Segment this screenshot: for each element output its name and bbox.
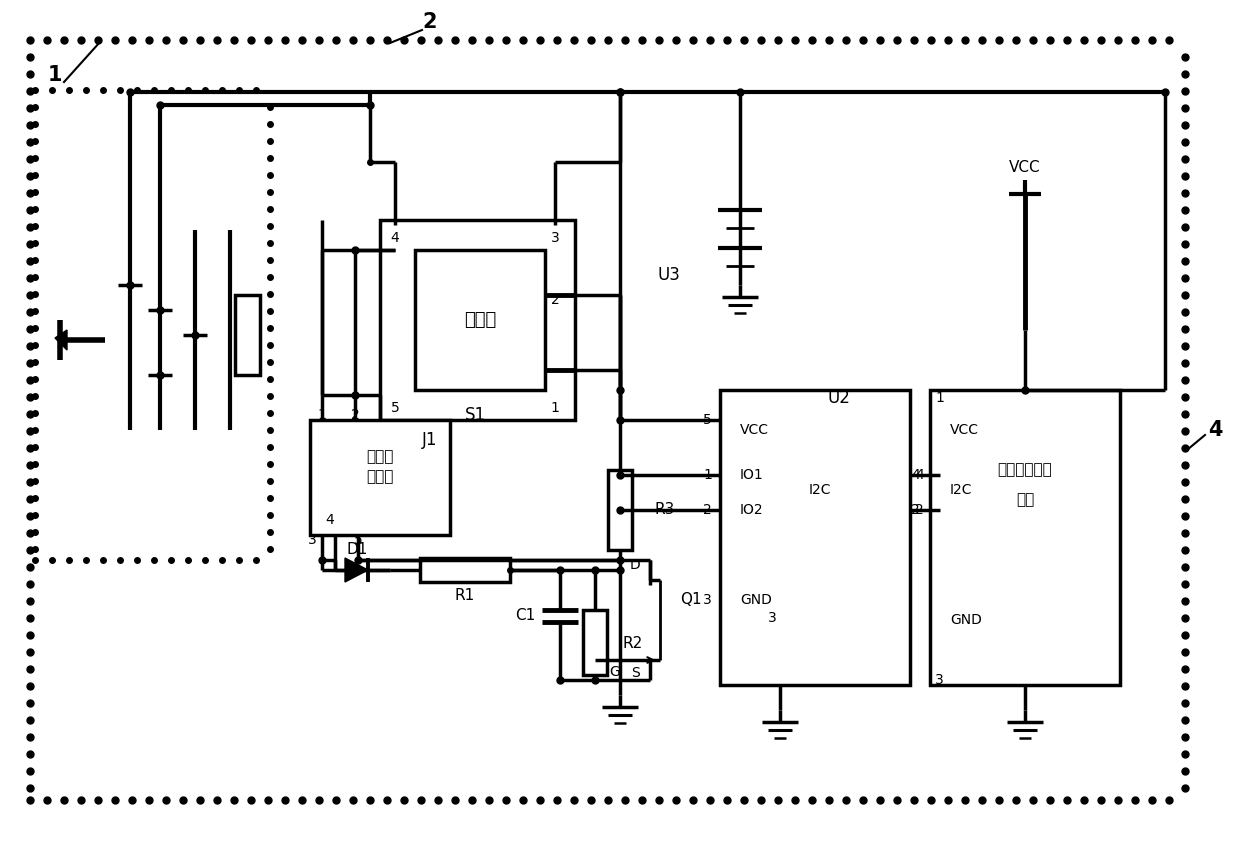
Text: R1: R1 [455, 587, 475, 603]
Text: G: G [610, 665, 620, 679]
Text: R3: R3 [655, 502, 676, 517]
Text: U3: U3 [657, 266, 680, 284]
Text: 4: 4 [915, 468, 924, 482]
Text: IO2: IO2 [740, 503, 764, 517]
Text: VCC: VCC [740, 423, 769, 437]
Text: 4: 4 [911, 468, 920, 482]
Polygon shape [345, 558, 368, 582]
Bar [379, 220, 575, 420]
Text: U2: U2 [827, 389, 849, 407]
Text: R2: R2 [622, 636, 642, 650]
Bar [236, 295, 260, 375]
Text: 2: 2 [915, 503, 924, 517]
Text: S1: S1 [465, 406, 486, 424]
Text: C1: C1 [515, 608, 534, 624]
Text: S: S [631, 666, 640, 680]
Text: 数据销毁控制: 数据销毁控制 [998, 462, 1053, 477]
Bar [310, 420, 450, 535]
Bar [420, 558, 510, 582]
Text: 1: 1 [317, 408, 326, 422]
Text: 模块: 模块 [1016, 493, 1034, 507]
Polygon shape [55, 330, 67, 350]
Text: 双路电: 双路电 [366, 449, 393, 465]
Text: 4: 4 [391, 231, 399, 245]
Text: 子开关: 子开关 [366, 470, 393, 484]
Text: D: D [629, 558, 640, 572]
Bar [583, 610, 608, 675]
Text: 2: 2 [551, 293, 559, 307]
Text: 3: 3 [308, 533, 316, 547]
Text: 5: 5 [391, 401, 399, 415]
Bar [720, 390, 910, 685]
Text: 3: 3 [935, 673, 944, 687]
Text: 4: 4 [326, 513, 335, 527]
Text: 2: 2 [703, 503, 712, 517]
Text: Q1: Q1 [680, 592, 702, 608]
Text: I2C: I2C [808, 483, 831, 497]
Text: 1: 1 [551, 401, 559, 415]
Text: 继电器: 继电器 [464, 311, 496, 329]
Text: D1: D1 [346, 542, 368, 557]
Bar [608, 470, 632, 550]
Text: 3: 3 [703, 593, 712, 607]
Text: 1: 1 [703, 468, 712, 482]
Text: VCC: VCC [950, 423, 980, 437]
Text: 1: 1 [48, 65, 62, 85]
Text: GND: GND [950, 613, 982, 627]
Text: 3: 3 [551, 231, 559, 245]
Text: 5: 5 [703, 413, 712, 427]
Text: I2C: I2C [950, 483, 972, 497]
Text: 2: 2 [911, 503, 920, 517]
Text: 2: 2 [351, 408, 360, 422]
Text: J1: J1 [423, 431, 438, 449]
Bar [930, 390, 1120, 685]
Bar [415, 250, 546, 390]
Text: 3: 3 [768, 611, 776, 625]
Text: 2: 2 [423, 12, 438, 32]
Text: 1: 1 [935, 391, 944, 405]
Text: 5: 5 [353, 533, 362, 547]
Text: IO1: IO1 [740, 468, 764, 482]
Text: VCC: VCC [1009, 161, 1040, 175]
Text: GND: GND [740, 593, 771, 607]
Text: 4: 4 [1208, 420, 1223, 440]
